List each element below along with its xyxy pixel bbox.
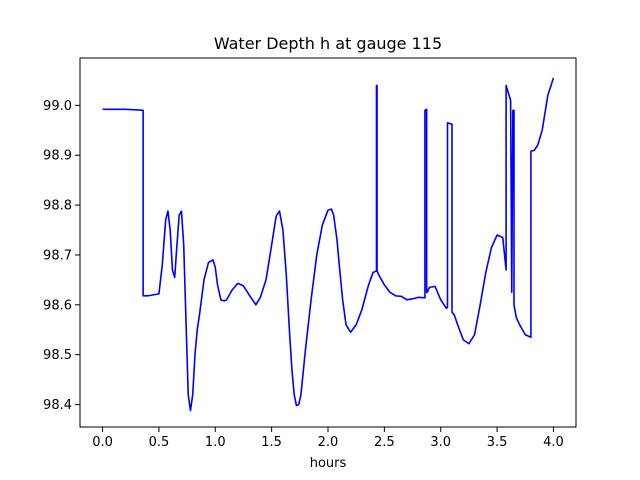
x-tick-label: 3.5	[487, 435, 508, 450]
chart-title: Water Depth h at gauge 115	[214, 34, 442, 53]
series-line-0	[102, 77, 555, 412]
y-tick-label: 98.8	[43, 199, 72, 214]
x-tick-label: 3.0	[430, 435, 451, 450]
y-tick-label: 98.4	[43, 398, 72, 413]
y-tick-label: 98.9	[43, 149, 72, 164]
x-tick-label: 1.0	[205, 435, 226, 450]
x-tick-label: 1.5	[261, 435, 282, 450]
x-tick-label: 2.5	[374, 435, 395, 450]
x-tick-label: 4.0	[543, 435, 564, 450]
x-tick-label: 0.5	[149, 435, 170, 450]
x-tick-label: 2.0	[318, 435, 339, 450]
y-tick-label: 98.7	[43, 248, 72, 263]
y-tick-label: 98.5	[43, 348, 72, 363]
x-tick-label: 0.0	[92, 435, 113, 450]
y-tick-label: 99.0	[43, 99, 72, 114]
x-axis-label: hours	[310, 456, 347, 471]
y-tick-label: 98.6	[43, 298, 72, 313]
y-axis: 98.4 98.5 98.6 98.7 98.8 98.9 99.0	[43, 99, 80, 413]
x-axis: 0.0 0.5 1.0 1.5 2.0 2.5 3.0 3.5 4.0	[92, 427, 564, 450]
